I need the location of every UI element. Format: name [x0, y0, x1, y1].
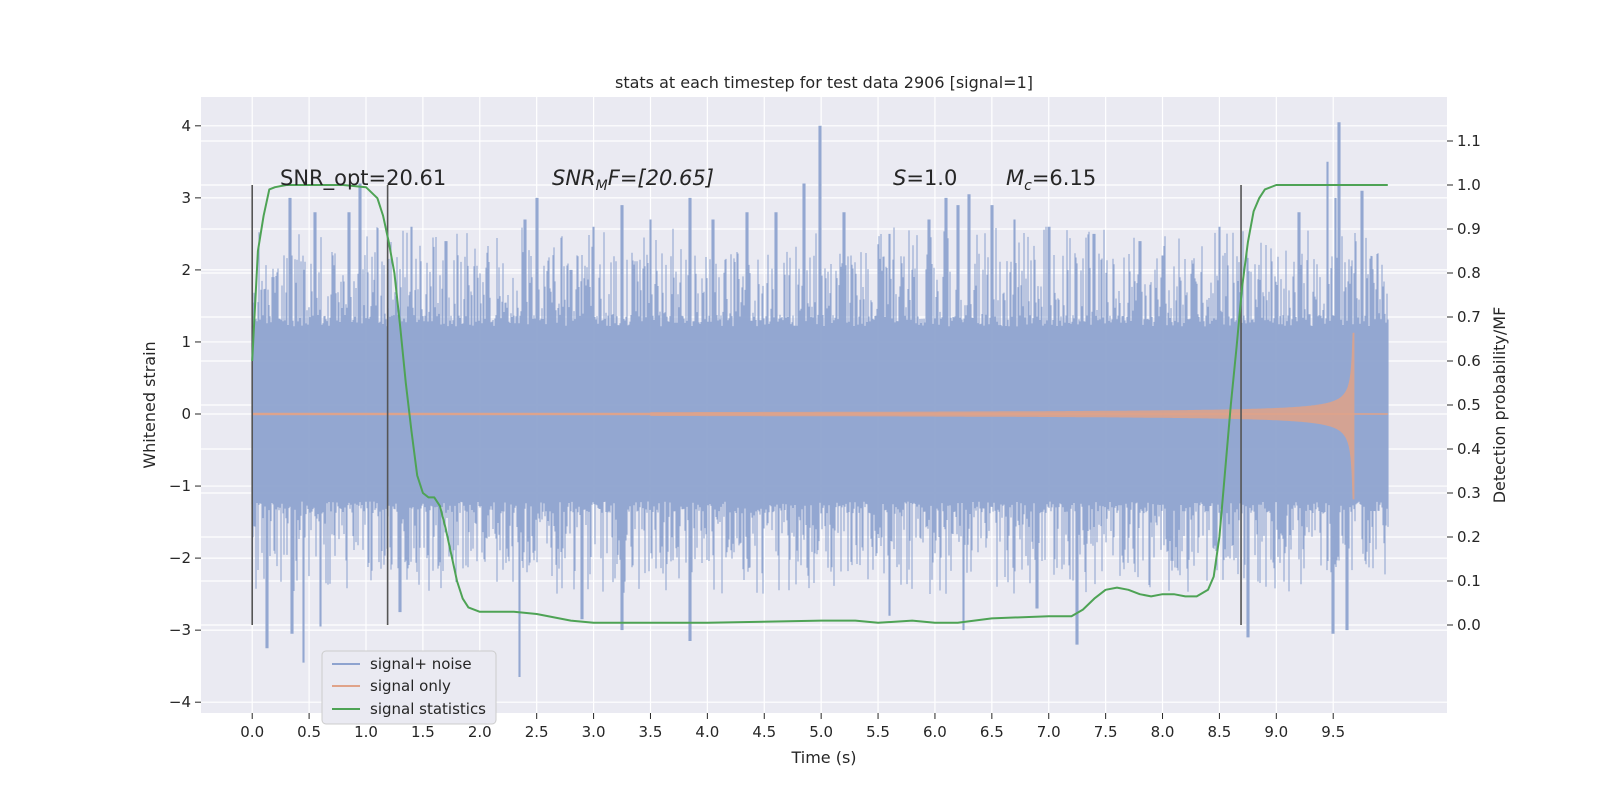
y-tick-label: −4 — [169, 693, 191, 711]
y-right-tick-label: 0.7 — [1457, 308, 1481, 326]
legend-box — [321, 650, 497, 725]
x-axis-label: Time (s) — [790, 748, 856, 767]
s-symbol: S — [893, 166, 906, 190]
mc-value: =6.15 — [1032, 166, 1096, 190]
x-tick-label: 4.5 — [752, 723, 776, 741]
signal-statistics-series — [251, 184, 1388, 624]
snr-mf-annotation: SNRMF=[20.65] — [552, 166, 714, 194]
y-tick-label: −2 — [169, 549, 191, 567]
x-tick-label: 0.5 — [297, 723, 321, 741]
y-right-tick-label: 0.0 — [1457, 616, 1481, 634]
x-tick-label: 8.5 — [1207, 723, 1231, 741]
legend-label-statistics: signal statistics — [370, 700, 486, 718]
x-tick-label: 8.0 — [1151, 723, 1175, 741]
y-ticks: 4 3 2 1 0 −1 −2 −3 −4 — [169, 117, 201, 711]
y-tick-label: 0 — [181, 405, 191, 423]
snr-opt-annotation: SNR_opt=20.61 — [280, 166, 446, 191]
snr-mf-subscript: M — [596, 178, 608, 194]
y-right-axis-label: Detection probability/MF — [1490, 307, 1509, 504]
y-tick-label: −1 — [169, 477, 191, 495]
y-right-tick-label: 0.9 — [1457, 220, 1481, 238]
x-tick-label: 1.5 — [411, 723, 435, 741]
statistics-line — [251, 184, 1388, 624]
s-annotation: S=1.0 — [893, 166, 957, 190]
y-right-tick-label: 0.6 — [1457, 352, 1481, 370]
x-tick-label: 6.0 — [923, 723, 947, 741]
x-tick-label: 7.5 — [1094, 723, 1118, 741]
y-axis-label: Whitened strain — [140, 341, 159, 468]
x-tick-label: 9.5 — [1321, 723, 1345, 741]
y-right-tick-label: 0.3 — [1457, 484, 1481, 502]
legend-label-signal: signal only — [370, 677, 451, 695]
snr-mf-tail: F=[20.65] — [608, 166, 714, 190]
legend-label-noise: signal+ noise — [370, 655, 472, 673]
x-tick-label: 0.0 — [240, 723, 264, 741]
y-right-tick-label: 0.1 — [1457, 572, 1481, 590]
y-right-tick-label: 0.2 — [1457, 528, 1481, 546]
y-right-ticks: 1.1 1.0 0.9 0.8 0.7 0.6 0.5 0.4 0.3 0.2 0.1 0.0 — [1447, 132, 1481, 634]
x-tick-label: 5.5 — [866, 723, 890, 741]
y-tick-label: 3 — [181, 189, 191, 207]
y-tick-label: 1 — [181, 333, 191, 351]
y-tick-label: 4 — [181, 117, 191, 135]
y-right-tick-label: 1.0 — [1457, 176, 1481, 194]
signal-only-series — [251, 332, 1388, 500]
chart-title: stats at each timestep for test data 290… — [615, 73, 1033, 92]
x-tick-label: 4.0 — [695, 723, 719, 741]
x-tick-label: 9.0 — [1264, 723, 1288, 741]
mc-subscript: c — [1024, 178, 1032, 194]
x-tick-label: 2.0 — [468, 723, 492, 741]
mc-annotation: Mc=6.15 — [1006, 166, 1096, 194]
mc-symbol: M — [1006, 166, 1024, 190]
y-right-tick-label: 0.5 — [1457, 396, 1481, 414]
x-tick-label: 1.0 — [354, 723, 378, 741]
x-ticks: 0.0 0.5 1.0 1.5 2.0 2.5 3.0 3.5 4.0 4.5 5.0 5.5 6.0 6… — [240, 713, 1345, 741]
y-tick-label: 2 — [181, 261, 191, 279]
s-value: =1.0 — [906, 166, 957, 190]
x-tick-label: 7.0 — [1037, 723, 1061, 741]
snr-mf-symbol: SNR — [552, 166, 596, 190]
x-tick-label: 3.5 — [639, 723, 663, 741]
x-tick-label: 3.0 — [582, 723, 606, 741]
y-right-tick-label: 0.4 — [1457, 440, 1481, 458]
vertical-markers — [251, 185, 1242, 625]
x-tick-label: 6.5 — [980, 723, 1004, 741]
y-tick-label: −3 — [169, 621, 191, 639]
x-tick-label: 2.5 — [525, 723, 549, 741]
y-right-tick-label: 1.1 — [1457, 132, 1481, 150]
y-right-tick-label: 0.8 — [1457, 264, 1481, 282]
signal-envelope — [251, 332, 1355, 500]
x-tick-label: 5.0 — [809, 723, 833, 741]
legend: signal+ noise signal only signal statist… — [321, 650, 497, 725]
